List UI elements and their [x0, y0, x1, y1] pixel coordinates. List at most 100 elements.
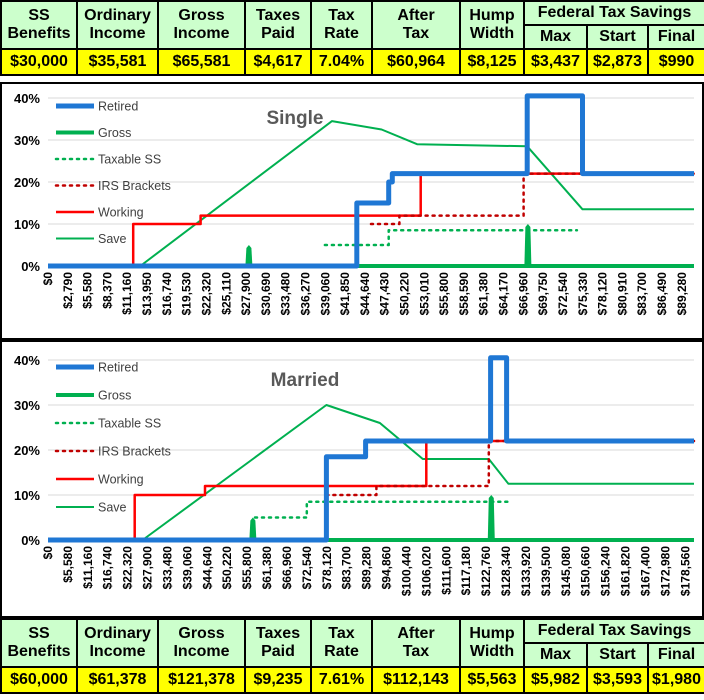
legend-label: Gross: [98, 126, 131, 140]
value-after-tax: $60,964: [371, 48, 461, 76]
x-tick-label: $111,600: [439, 546, 453, 595]
x-tick-label: $27,900: [239, 272, 253, 316]
married-chart: 0% 10% 20% 30% 40% $0 $5,580 $11,160 $16,740 $22,…: [0, 340, 704, 618]
value-final: $990: [646, 48, 704, 76]
x-tick-label: $161,820: [619, 546, 633, 596]
x-tick-label: $39,060: [318, 272, 332, 316]
y-tick-label: 20%: [14, 175, 40, 190]
legend-label: Retired: [98, 361, 138, 375]
header-ordinary-income: Ordinary Income: [76, 0, 159, 50]
x-tick-label: $83,700: [635, 272, 649, 316]
x-tick-label: $78,120: [596, 272, 610, 316]
series-line-retired: [48, 93, 694, 269]
x-tick-label: $5,580: [81, 272, 95, 309]
header-taxes-paid: Taxes Paid: [244, 618, 312, 668]
x-tick-label: $25,110: [219, 272, 233, 315]
value-max: $3,437: [523, 48, 588, 76]
series-line-retired: [48, 355, 694, 543]
value-hump-width: $5,563: [459, 666, 525, 694]
header-hump-width: Hump Width: [459, 0, 525, 50]
value-ordinary-income: $61,378: [76, 666, 159, 694]
x-tick-label: $156,240: [599, 546, 613, 596]
value-hump-width: $8,125: [459, 48, 525, 76]
x-tick-label: $39,060: [180, 546, 194, 590]
x-tick-label: $11,160: [81, 546, 95, 589]
x-tick-label: $89,280: [675, 272, 689, 316]
x-tick-label: $16,740: [101, 546, 115, 590]
series-line-irs: [325, 439, 696, 497]
chart-title: Single: [266, 108, 323, 129]
header-federal-tax-savings: Federal Tax Savings: [522, 618, 704, 644]
x-tick-label: $33,480: [279, 272, 293, 316]
legend-label: IRS Brackets: [98, 179, 171, 193]
y-tick-label: 10%: [14, 217, 40, 232]
x-tick-label: $78,120: [320, 546, 334, 590]
x-tick-label: $133,920: [519, 546, 533, 596]
x-tick-label: $33,480: [160, 546, 174, 590]
x-tick-label: $172,980: [658, 546, 672, 596]
header-ss-benefits: SS Benefits: [0, 618, 78, 668]
y-tick-label: 0%: [21, 533, 40, 548]
header-gross-income: Gross Income: [157, 0, 246, 50]
series-line-taxable-ss: [253, 500, 510, 519]
header-federal-tax-savings: Federal Tax Savings: [522, 0, 704, 26]
x-tick-label: $128,340: [499, 546, 513, 596]
header-max: Max: [523, 642, 588, 668]
x-tick-label: $167,400: [638, 546, 652, 596]
value-tax-rate: 7.61%: [310, 666, 373, 694]
gross-spike: [249, 517, 257, 540]
header-max: Max: [523, 24, 588, 50]
x-tick-label: $66,960: [516, 272, 530, 316]
y-tick-label: 40%: [14, 91, 40, 106]
x-tick-label: $44,640: [200, 546, 214, 590]
x-tick-label: $47,430: [378, 272, 392, 316]
value-final: $1,980: [646, 666, 704, 694]
gross-spike: [487, 495, 495, 540]
series-line-save: [142, 404, 694, 541]
x-tick-label: $58,590: [457, 272, 471, 316]
single-chart-svg: 0% 10% 20% 30% 40% $0 $2,790 $5,580 $8,370 $11,16…: [14, 91, 696, 316]
y-tick-label: 20%: [14, 443, 40, 458]
value-start: $2,873: [586, 48, 649, 76]
header-final: Final: [646, 642, 704, 668]
series-line-save: [139, 120, 694, 267]
series-line-working: [131, 172, 694, 266]
value-tax-rate: 7.04%: [310, 48, 373, 76]
x-tick-label: $100,440: [399, 546, 413, 596]
series-line-working: [133, 439, 694, 540]
x-tick-label: $72,540: [300, 546, 314, 590]
x-tick-label: $30,690: [259, 272, 273, 316]
x-tick-label: $150,660: [579, 546, 593, 596]
married-chart-svg: 0% 10% 20% 30% 40% $0 $5,580 $11,160 $16,740 $22,…: [14, 353, 696, 596]
header-tax-rate: Tax Rate: [310, 618, 373, 668]
x-tick-label: $178,560: [678, 546, 692, 596]
summary-table-single: SS Benefits Ordinary Income Gross Income Ta…: [0, 0, 704, 76]
x-tick-label: $83,700: [340, 546, 354, 590]
x-tick-label: $41,850: [338, 272, 352, 316]
x-tick-label: $11,160: [120, 272, 134, 315]
x-tick-label: $8,370: [100, 272, 114, 309]
value-gross-income: $65,581: [157, 48, 246, 76]
x-tick-label: $13,950: [140, 272, 154, 316]
value-taxes-paid: $9,235: [244, 666, 312, 694]
value-ss-benefits: $60,000: [0, 666, 78, 694]
x-tick-label: $0: [41, 272, 55, 286]
x-tick-label: $5,580: [61, 546, 75, 583]
series-line-irs: [369, 172, 696, 226]
header-start: Start: [586, 642, 649, 668]
x-tick-label: $145,080: [559, 546, 573, 596]
x-tick-label: $50,220: [220, 546, 234, 590]
y-tick-label: 30%: [14, 133, 40, 148]
legend-label: Retired: [98, 100, 138, 114]
value-ordinary-income: $35,581: [76, 48, 159, 76]
x-tick-label: $44,640: [358, 272, 372, 316]
x-tick-label: $22,320: [199, 272, 213, 316]
y-tick-label: 40%: [14, 353, 40, 368]
value-start: $3,593: [586, 666, 649, 694]
x-tick-label: $61,380: [260, 546, 274, 590]
y-tick-label: 30%: [14, 398, 40, 413]
x-tick-label: $55,800: [240, 546, 254, 590]
chart-title: Married: [271, 370, 340, 391]
legend-label: Working: [98, 473, 144, 487]
value-ss-benefits: $30,000: [0, 48, 78, 76]
